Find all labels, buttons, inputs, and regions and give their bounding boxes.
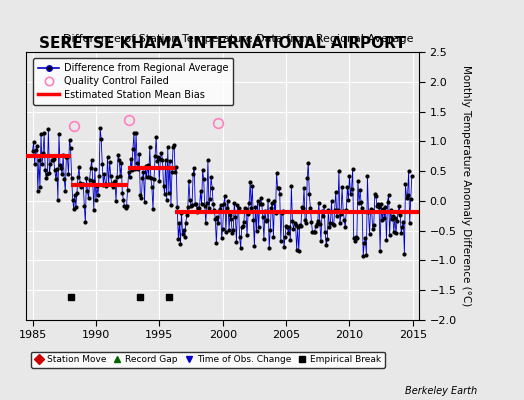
Legend: Station Move, Record Gap, Time of Obs. Change, Empirical Break: Station Move, Record Gap, Time of Obs. C… [31, 352, 385, 368]
Y-axis label: Monthly Temperature Anomaly Difference (°C): Monthly Temperature Anomaly Difference (… [461, 65, 471, 307]
Title: SERETSE KHAMA INTERNATIONAL AIRPORT: SERETSE KHAMA INTERNATIONAL AIRPORT [39, 36, 406, 51]
Text: Difference of Station Temperature Data from Regional Average: Difference of Station Temperature Data f… [63, 34, 413, 44]
Text: Berkeley Earth: Berkeley Earth [405, 386, 477, 396]
